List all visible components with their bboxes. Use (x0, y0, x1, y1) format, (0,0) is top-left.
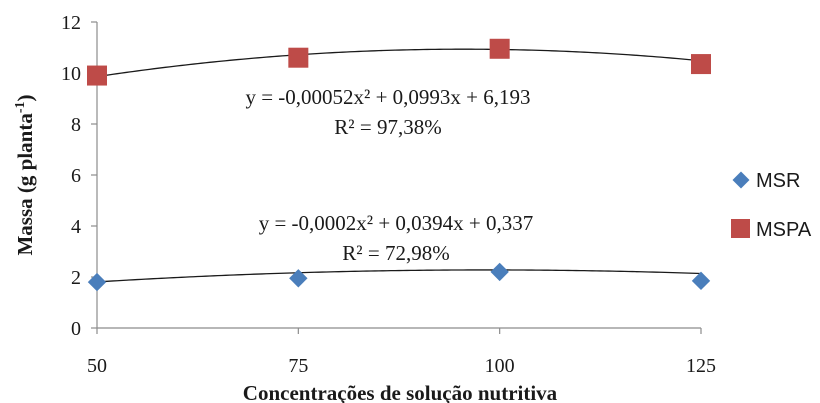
msr-point (289, 269, 308, 288)
y-tick-label: 10 (61, 63, 81, 85)
legend-msr-marker (732, 171, 750, 189)
legend-mspa-marker (731, 219, 750, 238)
mspa-trendline (96, 48, 702, 78)
msr-point (490, 262, 509, 282)
y-axis-title-close: ) (13, 94, 37, 101)
mspa-r2: R² = 97,38% (334, 115, 441, 139)
msr-equation: y = -0,0002x² + 0,0394x + 0,337 (259, 211, 534, 235)
y-tick-label: 2 (71, 267, 81, 289)
mspa-point (87, 65, 107, 86)
y-tick-label: 6 (71, 165, 81, 187)
x-tick-label: 100 (485, 355, 515, 377)
msr-point (87, 272, 107, 292)
y-tick-label: 0 (71, 318, 81, 340)
mspa-point (489, 38, 510, 59)
y-tick-label: 8 (71, 114, 81, 136)
mspa-point (691, 54, 711, 75)
y-axis-title: Massa (g planta-1) (13, 94, 37, 255)
y-tick-label: 4 (71, 216, 81, 238)
mspa-point (288, 47, 309, 68)
x-tick-label: 125 (686, 355, 716, 377)
mspa-equation: y = -0,00052x² + 0,0993x + 6,193 (245, 85, 530, 109)
msr-r2: R² = 72,98% (342, 241, 449, 265)
msr-trendline (96, 269, 702, 283)
legend-mspa-label: MSPA (756, 219, 812, 241)
x-tick-label: 75 (288, 355, 308, 377)
msr-point (691, 271, 711, 291)
x-axis-title: Concentrações de solução nutritiva (243, 381, 558, 403)
y-axis-title-main: Massa (g planta (13, 113, 37, 256)
y-tick-label: 12 (61, 12, 81, 34)
y-axis-title-sup: -1 (13, 101, 28, 113)
x-tick-label: 50 (87, 355, 107, 377)
legend-msr-label: MSR (756, 170, 800, 192)
legend: MSR MSPA (731, 170, 812, 241)
